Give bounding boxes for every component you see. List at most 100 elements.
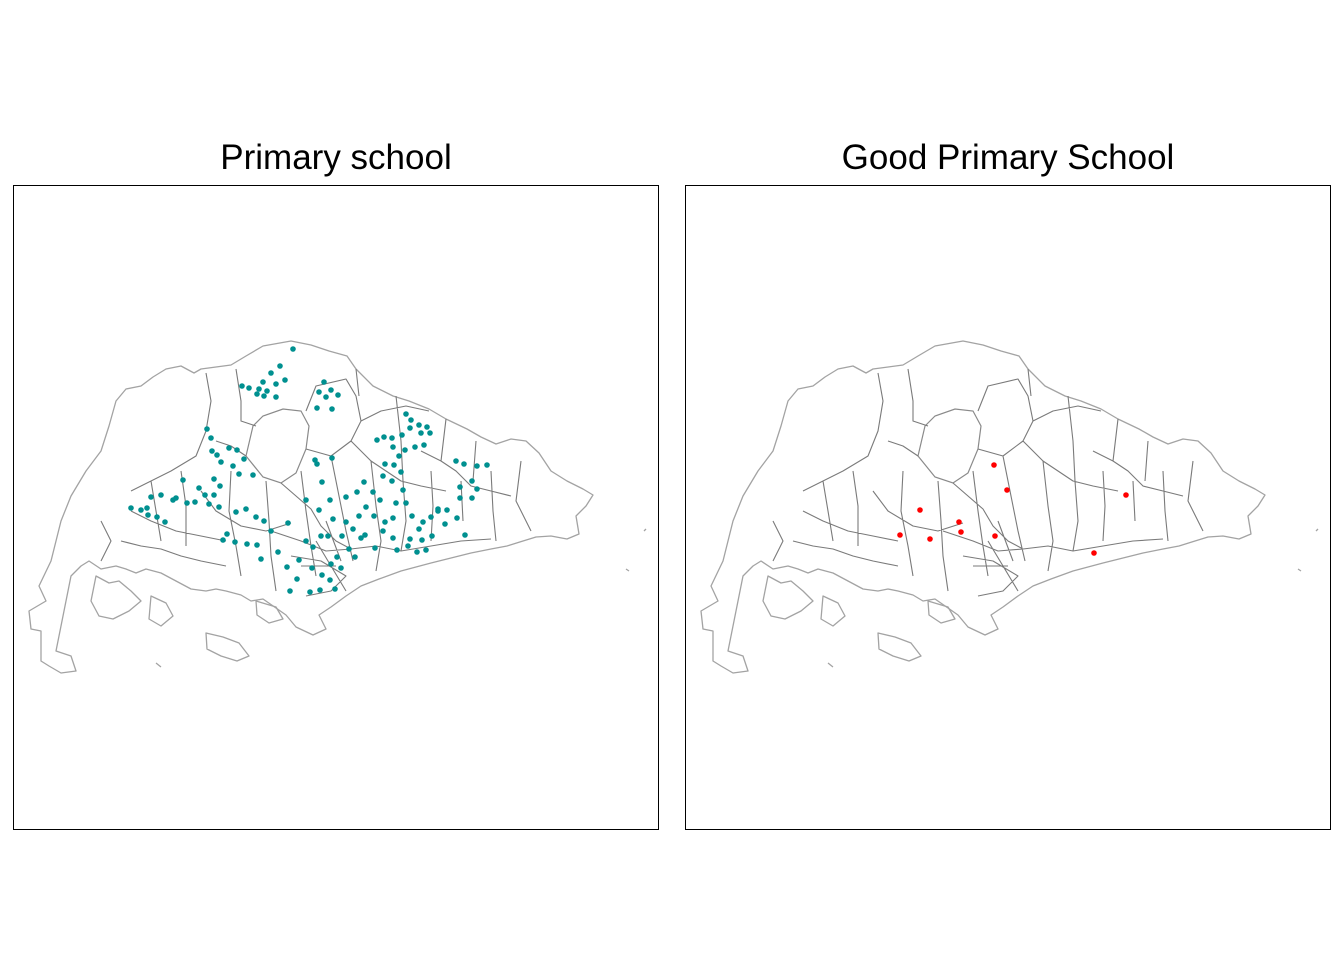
panel-title-good-primary-school: Good Primary School — [841, 138, 1175, 177]
good-school-point — [927, 536, 933, 542]
school-point — [196, 485, 202, 491]
basemap — [700, 340, 1319, 674]
school-point — [372, 545, 378, 551]
school-point — [261, 393, 267, 399]
school-point — [244, 541, 250, 547]
school-point — [236, 471, 242, 477]
school-point — [362, 532, 368, 538]
school-point — [246, 385, 252, 391]
school-point — [275, 549, 281, 555]
school-point — [356, 513, 362, 519]
school-point — [285, 520, 291, 526]
school-point — [258, 556, 264, 562]
school-point — [211, 492, 217, 498]
school-point — [407, 425, 413, 431]
good-school-point — [958, 529, 964, 535]
school-point — [412, 444, 418, 450]
school-points — [128, 346, 490, 595]
school-point — [335, 392, 341, 398]
central-reservoir — [245, 408, 310, 484]
school-point — [330, 516, 336, 522]
good-school-point — [1091, 550, 1097, 556]
good-school-point — [897, 532, 903, 538]
school-point — [457, 495, 463, 501]
school-point — [138, 507, 144, 513]
school-point — [354, 489, 360, 495]
school-point — [323, 394, 329, 400]
school-point — [268, 528, 274, 534]
coastline-islands — [762, 528, 1319, 668]
school-point — [371, 513, 377, 519]
good-school-point — [991, 462, 997, 468]
school-point — [343, 494, 349, 500]
school-point — [435, 508, 441, 514]
school-point — [319, 479, 325, 485]
school-point — [314, 405, 320, 411]
school-point — [256, 386, 262, 392]
school-point — [363, 504, 369, 510]
good-school-point — [917, 507, 923, 513]
school-point — [273, 381, 279, 387]
school-point — [370, 489, 376, 495]
school-point — [416, 526, 422, 532]
school-point — [377, 497, 383, 503]
school-point — [346, 546, 352, 552]
map-panel-good-primary-school — [685, 185, 1331, 830]
school-point — [268, 370, 274, 376]
school-point — [423, 547, 429, 553]
school-point — [328, 387, 334, 393]
planning-zone-lines — [772, 368, 1204, 597]
school-point — [374, 437, 380, 443]
school-point — [234, 447, 240, 453]
school-point — [253, 514, 259, 520]
school-point — [408, 417, 414, 423]
school-point — [453, 458, 459, 464]
school-point — [254, 542, 260, 548]
school-point — [462, 532, 468, 538]
school-point — [474, 463, 480, 469]
school-point — [209, 448, 215, 454]
map-svg — [700, 340, 1319, 674]
school-point — [162, 519, 168, 525]
good-school-point — [956, 519, 962, 525]
school-point — [314, 461, 320, 467]
school-point — [264, 388, 270, 394]
school-point — [469, 495, 475, 501]
central-reservoir — [917, 408, 982, 484]
school-point — [220, 537, 226, 543]
school-point — [380, 528, 386, 534]
school-point — [421, 442, 427, 448]
school-point — [230, 463, 236, 469]
school-point — [214, 452, 220, 458]
school-point — [239, 383, 245, 389]
school-point — [361, 479, 367, 485]
school-point — [148, 494, 154, 500]
school-point — [226, 445, 232, 451]
school-point — [427, 430, 433, 436]
school-point — [307, 589, 313, 595]
school-point — [309, 565, 315, 571]
school-point — [416, 422, 422, 428]
school-point — [403, 500, 409, 506]
school-point — [405, 543, 411, 549]
school-point — [352, 554, 358, 560]
school-point — [339, 533, 345, 539]
school-point — [154, 514, 160, 520]
school-point — [334, 554, 340, 560]
school-point — [424, 424, 430, 430]
school-point — [145, 512, 151, 518]
panel-title-primary-school: Primary school — [220, 138, 452, 177]
school-point — [389, 435, 395, 441]
school-point — [128, 505, 134, 511]
school-point — [484, 462, 490, 468]
school-point — [317, 587, 323, 593]
school-point — [393, 500, 399, 506]
school-point — [420, 519, 426, 525]
school-point — [282, 377, 288, 383]
school-point — [358, 535, 364, 541]
good-school-point — [1004, 487, 1010, 493]
school-point — [390, 444, 396, 450]
school-point — [217, 483, 223, 489]
school-point — [390, 535, 396, 541]
coastline — [28, 340, 594, 674]
